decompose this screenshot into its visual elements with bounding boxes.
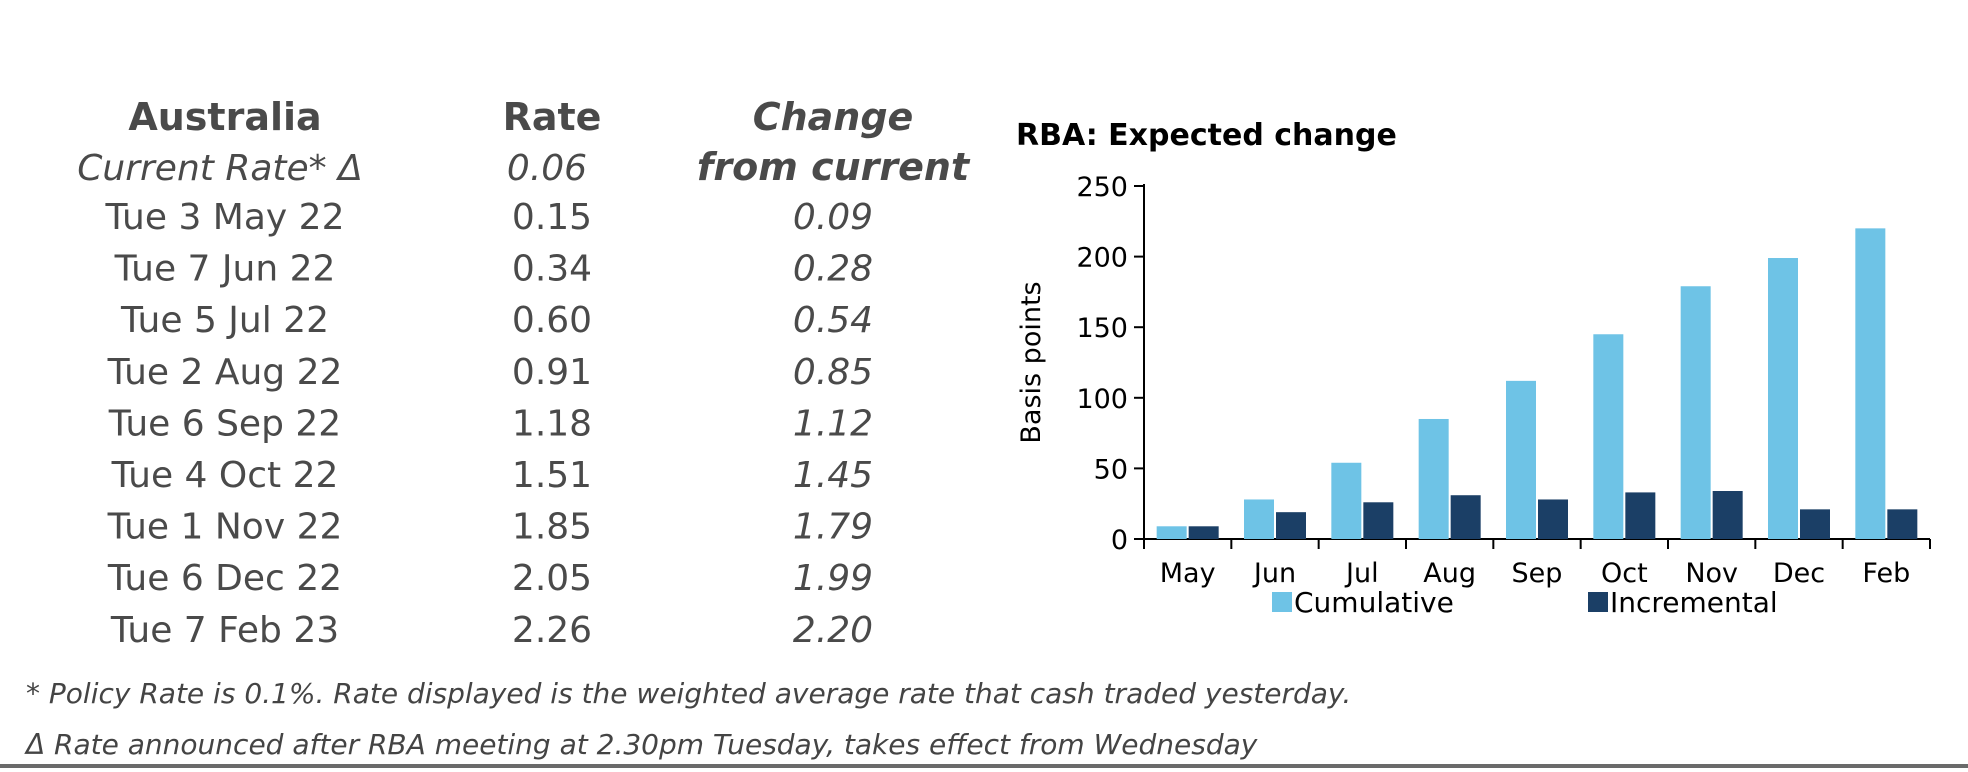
chart-bars — [1156, 228, 1918, 540]
bar-incremental-nov — [1712, 490, 1743, 539]
table-row-rate: 1.51 — [512, 455, 592, 496]
header-change-line2: from current — [697, 145, 971, 189]
table-row-change: 0.85 — [793, 352, 873, 393]
y-tick-label: 50 — [1094, 454, 1128, 485]
bar-cumulative-aug — [1418, 418, 1449, 539]
x-tick-label: Jul — [1344, 558, 1379, 589]
x-tick-label: Dec — [1773, 558, 1825, 589]
bar-incremental-sep — [1538, 499, 1568, 539]
rates-table-svg: Australia Rate Change from current Curre… — [77, 95, 971, 651]
chart-legend: Cumulative Incremental — [1272, 586, 1778, 619]
table-row-date: Tue 7 Jun 22 — [114, 249, 336, 290]
x-tick-label: May — [1160, 558, 1216, 589]
table-row-change: 1.99 — [793, 558, 873, 599]
rates-table: Australia Rate Change from current Curre… — [20, 92, 1010, 672]
rba-chart: RBA: Expected change 0 50 100 150 200 250 May J… — [1010, 112, 1960, 672]
table-row-date: Tue 1 Nov 22 — [107, 507, 343, 548]
bar-incremental-may — [1188, 526, 1219, 539]
legend-swatch-incremental — [1588, 592, 1608, 612]
table-row-date: Tue 6 Sep 22 — [108, 403, 341, 444]
current-rate-value: 0.06 — [507, 148, 587, 189]
table-row-rate: 1.18 — [512, 403, 592, 444]
table-row-rate: 0.15 — [512, 197, 592, 238]
table-row-rate: 2.26 — [512, 610, 592, 651]
header-rate: Rate — [503, 95, 602, 139]
legend-swatch-cumulative — [1272, 592, 1292, 612]
table-row-date: Tue 3 May 22 — [105, 197, 345, 238]
bar-cumulative-feb — [1855, 228, 1886, 540]
table-row-rate: 2.05 — [512, 558, 592, 599]
header-country: Australia — [128, 95, 321, 139]
bar-cumulative-jul — [1331, 462, 1362, 539]
table-row-date: Tue 5 Jul 22 — [120, 300, 329, 341]
table-row-change: 0.54 — [793, 300, 873, 341]
table-row-date: Tue 2 Aug 22 — [107, 352, 343, 393]
bar-incremental-oct — [1625, 492, 1656, 539]
bar-cumulative-jun — [1244, 499, 1274, 539]
y-tick-label: 150 — [1076, 313, 1128, 344]
table-row-change: 1.79 — [793, 507, 873, 548]
y-tick-label: 0 — [1111, 525, 1128, 556]
table-row-change: 1.12 — [793, 403, 873, 444]
legend-label-cumulative: Cumulative — [1294, 586, 1454, 619]
table-row-rate: 0.91 — [512, 352, 592, 393]
table-row-change: 1.45 — [793, 455, 873, 496]
table-rows: Tue 3 May 22 0.15 0.09 Tue 7 Jun 22 0.34 0.28… — [105, 197, 874, 651]
y-tick-label: 100 — [1076, 384, 1128, 415]
bar-cumulative-nov — [1680, 286, 1711, 539]
bar-incremental-jun — [1276, 512, 1306, 539]
x-tick-label: Sep — [1512, 558, 1563, 589]
table-row-rate: 0.34 — [512, 249, 592, 290]
bar-incremental-aug — [1450, 495, 1481, 539]
x-tick-label: Aug — [1423, 558, 1476, 589]
bar-incremental-dec — [1800, 509, 1830, 539]
table-row-change: 0.28 — [793, 249, 873, 290]
footnote-policy-rate: * Policy Rate is 0.1%. Rate displayed is… — [26, 677, 1352, 710]
bar-cumulative-oct — [1593, 334, 1624, 539]
table-row-rate: 1.85 — [512, 507, 592, 548]
y-tick-label: 250 — [1076, 172, 1128, 203]
chart-axes: 0 50 100 150 200 250 May Jun Jul Aug Sep Oct Nov Dec F… — [1076, 172, 1931, 589]
x-tick-label: Feb — [1862, 558, 1910, 589]
footnote-announcement: Δ Rate announced after RBA meeting at 2.… — [26, 728, 1258, 761]
bar-cumulative-sep — [1506, 380, 1536, 539]
table-row-change: 0.09 — [793, 197, 873, 238]
table-row-change: 2.20 — [793, 610, 873, 651]
x-tick-label: Nov — [1685, 558, 1738, 589]
bottom-divider — [0, 764, 1968, 768]
chart-svg: 0 50 100 150 200 250 May Jun Jul Aug Sep Oct Nov Dec F… — [1016, 172, 1931, 619]
table-row-rate: 0.60 — [512, 300, 592, 341]
legend-label-incremental: Incremental — [1610, 586, 1778, 619]
table-row-date: Tue 4 Oct 22 — [111, 455, 339, 496]
y-tick-label: 200 — [1076, 243, 1128, 274]
chart-title: RBA: Expected change — [1016, 118, 1397, 153]
bar-incremental-feb — [1887, 509, 1918, 539]
bar-cumulative-dec — [1768, 258, 1798, 539]
table-row-date: Tue 7 Feb 23 — [110, 610, 339, 651]
x-tick-label: Oct — [1601, 558, 1648, 589]
current-rate-label: Current Rate* Δ — [77, 148, 363, 189]
header-change-line1: Change — [753, 95, 914, 139]
bar-cumulative-may — [1156, 526, 1187, 539]
y-axis-label: Basis points — [1016, 281, 1047, 443]
table-row-date: Tue 6 Dec 22 — [107, 558, 342, 599]
x-tick-label: Jun — [1252, 558, 1296, 589]
bar-incremental-jul — [1363, 502, 1394, 539]
